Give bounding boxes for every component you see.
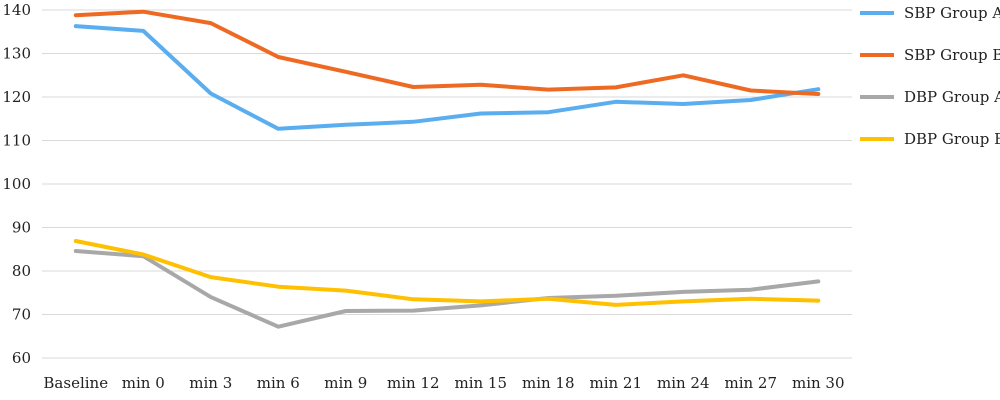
y-tick-label: 130	[2, 45, 31, 63]
series-line-sbp-group-a	[73, 24, 821, 131]
x-tick-label: min 27	[724, 374, 777, 392]
legend-label: DBP Group A	[904, 88, 1000, 106]
y-axis-tick-labels: 60 70 80 90 100 110 120 130 140	[2, 1, 31, 367]
legend-label: SBP Group A	[904, 4, 1000, 22]
y-tick-label: 110	[2, 132, 31, 150]
legend-label: SBP Group B	[904, 46, 1000, 64]
legend: SBP Group A SBP Group B DBP Group A DBP Gro…	[860, 4, 1000, 148]
series-line-sbp-group-b	[73, 9, 821, 96]
x-tick-label: min 30	[792, 374, 845, 392]
x-axis-tick-labels: Baseline min 0 min 3 min 6 min 9 min 12 min 15…	[43, 374, 844, 392]
x-tick-label: min 3	[189, 374, 232, 392]
series-line-dbp-group-a	[73, 249, 821, 329]
y-tick-label: 80	[12, 262, 31, 280]
x-tick-label: min 6	[257, 374, 300, 392]
series-lines	[73, 9, 821, 329]
y-tick-label: 140	[2, 1, 31, 19]
x-tick-label: min 0	[122, 374, 165, 392]
legend-label: DBP Group B	[904, 130, 1000, 148]
x-tick-label: min 21	[589, 374, 642, 392]
x-tick-label: min 9	[324, 374, 367, 392]
x-tick-label: min 12	[387, 374, 440, 392]
y-tick-label: 70	[12, 306, 31, 324]
y-tick-label: 100	[2, 175, 31, 193]
y-tick-label: 90	[12, 219, 31, 237]
y-tick-label: 60	[12, 349, 31, 367]
series-line-dbp-group-b	[73, 239, 821, 307]
y-tick-label: 120	[2, 88, 31, 106]
x-tick-label: min 18	[522, 374, 575, 392]
x-tick-label: min 15	[454, 374, 507, 392]
grid-lines	[42, 9, 852, 359]
x-tick-label: Baseline	[43, 374, 108, 392]
x-tick-label: min 24	[657, 374, 710, 392]
